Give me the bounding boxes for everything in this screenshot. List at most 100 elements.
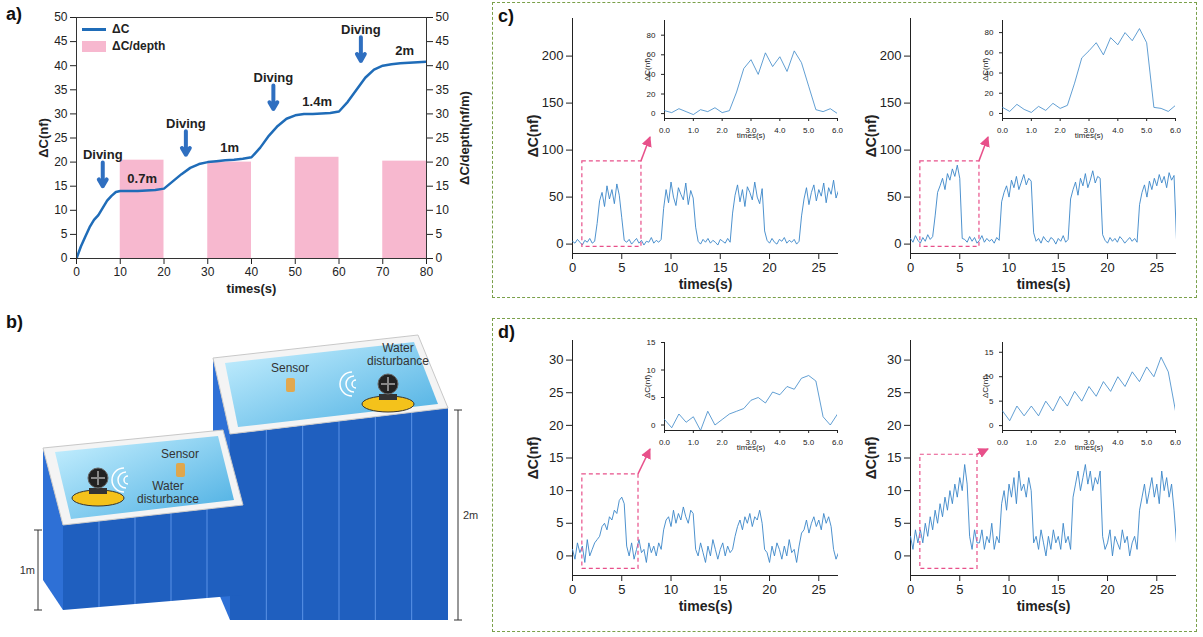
svg-text:20: 20 <box>887 418 901 433</box>
svg-text:30: 30 <box>201 265 215 279</box>
svg-text:5: 5 <box>618 582 625 597</box>
svg-text:ΔC(nf): ΔC(nf) <box>863 437 879 480</box>
svg-text:70: 70 <box>376 265 390 279</box>
svg-text:0: 0 <box>569 260 576 275</box>
svg-text:80: 80 <box>985 28 994 37</box>
svg-text:1.0: 1.0 <box>688 126 700 135</box>
svg-text:2.0: 2.0 <box>1055 126 1067 135</box>
svg-text:35: 35 <box>54 83 68 97</box>
svg-text:ΔC(nf): ΔC(nf) <box>525 437 541 480</box>
svg-text:Diving: Diving <box>83 147 123 162</box>
svg-text:Diving: Diving <box>254 70 294 85</box>
svg-text:ΔC(nf): ΔC(nf) <box>981 375 990 398</box>
svg-text:5.0: 5.0 <box>803 438 815 447</box>
svg-text:ΔC(nf): ΔC(nf) <box>643 375 652 398</box>
svg-text:0.0: 0.0 <box>659 438 671 447</box>
svg-text:20: 20 <box>54 155 68 169</box>
svg-text:10: 10 <box>647 366 656 375</box>
svg-text:15: 15 <box>647 338 656 347</box>
svg-text:25: 25 <box>812 260 826 275</box>
svg-text:40: 40 <box>54 59 68 73</box>
svg-text:ΔC(nf): ΔC(nf) <box>863 115 879 158</box>
svg-text:20: 20 <box>157 265 171 279</box>
svg-text:20: 20 <box>1100 582 1114 597</box>
svg-text:10: 10 <box>114 265 128 279</box>
svg-text:times(s): times(s) <box>1017 598 1071 614</box>
svg-text:30: 30 <box>54 107 68 121</box>
svg-text:5: 5 <box>618 260 625 275</box>
svg-text:5.0: 5.0 <box>1141 126 1153 135</box>
svg-text:80: 80 <box>420 265 434 279</box>
svg-text:50: 50 <box>289 265 303 279</box>
svg-text:0: 0 <box>61 251 68 265</box>
svg-text:0: 0 <box>73 265 80 279</box>
svg-text:15: 15 <box>985 348 994 357</box>
svg-text:25: 25 <box>887 385 901 400</box>
svg-text:ΔC(nf): ΔC(nf) <box>525 115 541 158</box>
svg-text:25: 25 <box>1150 260 1164 275</box>
svg-text:80: 80 <box>647 31 656 40</box>
svg-text:60: 60 <box>332 265 346 279</box>
svg-text:30: 30 <box>887 352 901 367</box>
svg-text:15: 15 <box>549 450 563 465</box>
svg-text:5: 5 <box>956 582 963 597</box>
svg-text:times(s): times(s) <box>227 281 277 296</box>
svg-text:5: 5 <box>556 515 563 530</box>
svg-text:6.0: 6.0 <box>832 126 843 135</box>
svg-text:0: 0 <box>989 109 994 118</box>
svg-text:10: 10 <box>436 203 450 217</box>
svg-text:ΔC/depth(nf/m): ΔC/depth(nf/m) <box>457 91 472 185</box>
svg-text:20: 20 <box>436 155 450 169</box>
svg-text:1.0: 1.0 <box>1026 438 1038 447</box>
svg-text:25: 25 <box>812 582 826 597</box>
svg-text:0: 0 <box>556 548 563 563</box>
svg-text:5: 5 <box>61 227 68 241</box>
svg-text:15: 15 <box>1051 260 1065 275</box>
svg-text:0: 0 <box>436 251 443 265</box>
svg-text:4.0: 4.0 <box>774 438 786 447</box>
svg-text:25: 25 <box>54 131 68 145</box>
svg-text:30: 30 <box>549 352 563 367</box>
svg-text:times(s): times(s) <box>679 276 733 292</box>
svg-text:25: 25 <box>436 131 450 145</box>
svg-text:ΔC(nf): ΔC(nf) <box>643 58 652 81</box>
svg-text:6.0: 6.0 <box>1170 438 1181 447</box>
svg-text:5: 5 <box>956 260 963 275</box>
svg-text:0: 0 <box>907 260 914 275</box>
svg-text:4.0: 4.0 <box>1112 126 1124 135</box>
svg-text:50: 50 <box>549 189 563 204</box>
svg-text:4.0: 4.0 <box>774 126 786 135</box>
svg-text:times(s): times(s) <box>1075 443 1104 452</box>
svg-text:1.0: 1.0 <box>1026 126 1038 135</box>
svg-text:2m: 2m <box>395 43 414 58</box>
svg-text:Diving: Diving <box>341 22 381 37</box>
svg-text:10: 10 <box>887 483 901 498</box>
svg-text:0: 0 <box>556 236 563 251</box>
svg-text:150: 150 <box>542 95 564 110</box>
svg-text:0: 0 <box>651 109 656 118</box>
svg-text:times(s): times(s) <box>737 443 766 452</box>
svg-text:10: 10 <box>1002 260 1016 275</box>
svg-text:ΔC(nf): ΔC(nf) <box>981 58 990 81</box>
svg-text:15: 15 <box>436 179 450 193</box>
svg-text:150: 150 <box>880 95 902 110</box>
svg-text:45: 45 <box>54 34 68 48</box>
svg-text:2m: 2m <box>463 509 478 521</box>
svg-text:20: 20 <box>1100 260 1114 275</box>
svg-text:50: 50 <box>54 10 68 24</box>
svg-text:0.0: 0.0 <box>659 126 671 135</box>
svg-text:100: 100 <box>542 142 564 157</box>
svg-text:6.0: 6.0 <box>1170 126 1181 135</box>
svg-text:10: 10 <box>664 582 678 597</box>
svg-text:2.0: 2.0 <box>717 126 729 135</box>
svg-text:200: 200 <box>880 48 902 63</box>
svg-text:1.4m: 1.4m <box>302 94 332 109</box>
svg-text:Sensor: Sensor <box>271 361 309 375</box>
svg-text:1.0: 1.0 <box>688 438 700 447</box>
svg-text:times(s): times(s) <box>737 131 766 140</box>
svg-text:0: 0 <box>651 421 656 430</box>
svg-text:0: 0 <box>894 236 901 251</box>
svg-text:0: 0 <box>907 582 914 597</box>
svg-text:0.7m: 0.7m <box>127 171 157 186</box>
svg-text:25: 25 <box>1150 582 1164 597</box>
